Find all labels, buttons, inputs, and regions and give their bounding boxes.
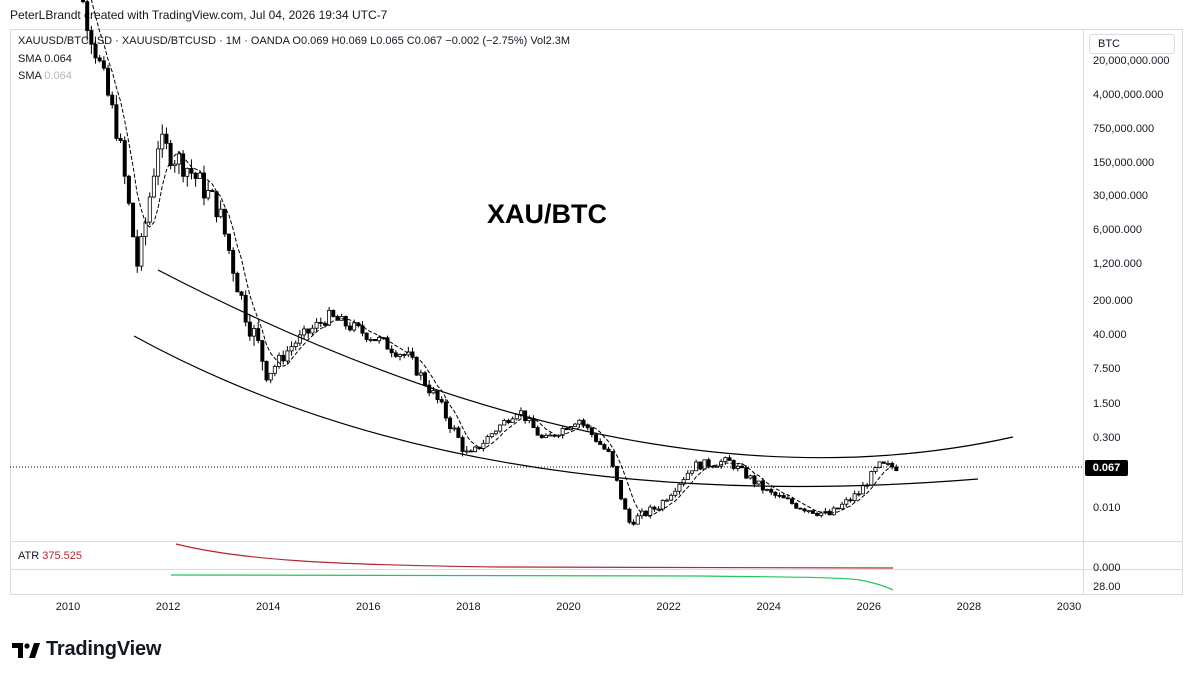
x-tick-label: 2010 [56,601,80,613]
atr-legend: ATR 375.525 [18,550,82,562]
x-tick-label: 2014 [256,601,280,613]
pane-separator-lower [10,569,1183,570]
x-axis-ticks: 2010 2012 2014 2016 2018 2020 2022 2024 2026 2028… [56,601,1081,613]
sma-label: SMA [18,53,42,65]
atr-label: ATR [18,550,40,562]
atr-value: 375.525 [42,550,83,562]
tradingview-logo: TradingView [12,638,161,661]
x-tick-label: 2028 [957,601,981,613]
chart-frame [10,29,1183,595]
sma-value: 0.064 [44,70,72,82]
sma-legend-2: SMA 0.064 [18,70,72,82]
x-tick-label: 2012 [156,601,180,613]
tradingview-logo-text: TradingView [46,638,162,660]
sma-value: 0.064 [44,53,72,65]
candle-body [81,0,86,3]
x-tick-label: 2024 [756,601,780,613]
sma-label: SMA [18,70,42,82]
price-axis-separator [1083,29,1084,595]
x-tick-label: 2030 [1057,601,1081,613]
tradingview-logo-icon [12,642,40,658]
x-tick-label: 2018 [456,601,480,613]
last-price-badge: 0.067 [1085,460,1128,476]
x-tick-label: 2016 [356,601,380,613]
sma-legend-1: SMA 0.064 [18,53,72,65]
pane-separator-upper [10,541,1183,542]
x-tick-label: 2020 [556,601,580,613]
currency-selector[interactable]: BTC [1089,34,1175,54]
x-tick-label: 2022 [656,601,680,613]
symbol-legend: XAUUSD/BTCUSD · XAUUSD/BTCUSD · 1M · OAN… [18,35,571,47]
chart-attribution: PeterLBrandt created with TradingView.co… [10,8,388,22]
x-tick-label: 2026 [857,601,881,613]
